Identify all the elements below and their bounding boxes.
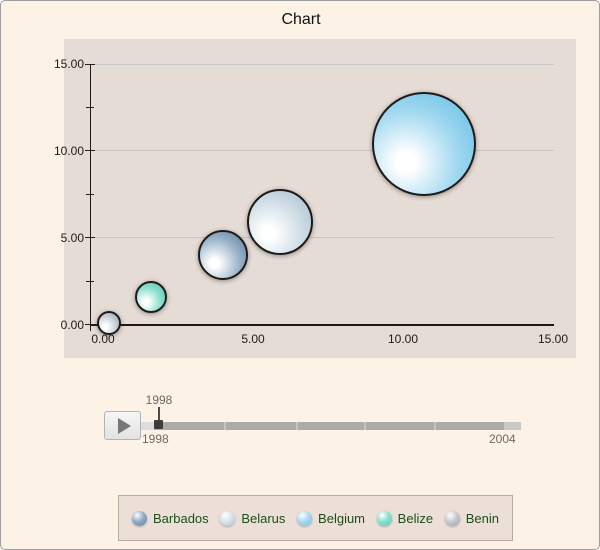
y-axis-line [90,64,91,331]
slider-track-divider [364,422,366,430]
legend-bubble-icon [220,510,236,526]
legend-bubble-icon [297,510,313,526]
y-axis-minor-tick [86,193,94,195]
y-axis-minor-tick [86,280,94,282]
legend-label: Belgium [318,510,366,526]
legend-item-belgium[interactable]: Belgium [297,510,366,526]
legend-label: Benin [465,510,499,526]
x-tick-label: 10.00 [387,332,419,346]
bubble-benin[interactable] [97,310,121,335]
chart-title: Chart [281,11,321,28]
y-tick-label: 15.00 [53,57,84,71]
bubble-belize[interactable] [135,280,167,313]
legend: Barbados Belarus Belgium Belize Benin [118,495,513,541]
slider-track[interactable] [141,422,521,430]
slider-track-divider [296,422,298,430]
y-axis-minor-tick [86,106,94,108]
slider-thumb[interactable] [154,420,163,429]
y-tick-label: 5.00 [60,230,84,245]
y-tick-label: 10.00 [53,143,84,158]
y-axis-tick [85,237,95,239]
bubble-belarus[interactable] [247,189,313,256]
legend-item-belarus[interactable]: Belarus [220,510,286,526]
slider-range-start-label: 1998 [142,432,169,446]
legend-item-belize[interactable]: Belize [376,510,434,526]
bubble-barbados[interactable] [198,230,248,281]
x-axis-line [90,324,554,326]
legend-item-barbados[interactable]: Barbados [132,510,209,526]
bubble-belgium[interactable] [372,91,476,196]
legend-label: Belarus [241,510,286,526]
slider-range-end-label: 2004 [489,432,516,446]
slider-current-year-label: 1998 [145,393,173,407]
x-tick-label: 0.00 [91,332,115,346]
y-axis-tick [85,324,95,325]
y-tick-label: 0.00 [60,317,84,332]
legend-item-benin[interactable]: Benin [444,510,499,526]
x-tick-label: 15.00 [537,332,569,346]
play-icon [117,417,131,434]
y-axis-tick [85,63,95,65]
legend-label: Barbados [153,510,209,526]
legend-bubble-icon [444,510,460,526]
y-gridline [90,63,554,65]
legend-bubble-icon [132,510,147,526]
slider-track-divider [434,422,436,430]
play-button[interactable] [104,411,141,440]
y-axis-tick [85,150,95,152]
slider-track-divider [224,422,226,430]
x-tick-label: 5.00 [241,332,265,346]
legend-label: Belize [397,510,434,526]
slider-thumb-tick [158,407,160,421]
legend-bubble-icon [376,510,392,526]
y-gridline [90,237,554,239]
y-gridline [90,150,554,152]
